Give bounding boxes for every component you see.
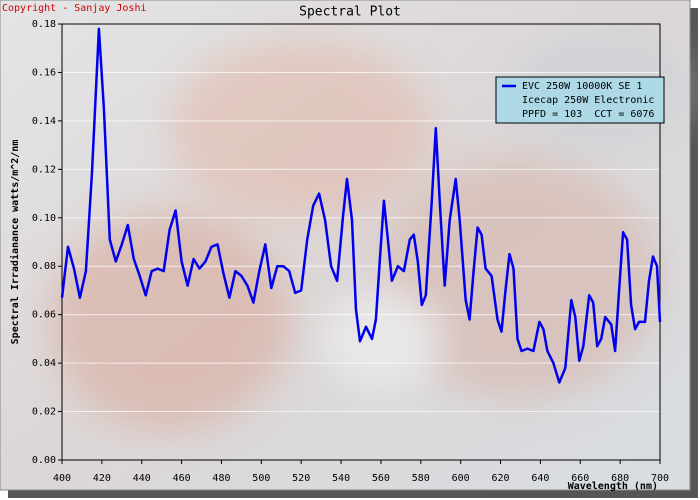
x-tick-label: 580 <box>412 473 430 484</box>
x-tick-label: 480 <box>212 473 230 484</box>
data-line <box>60 27 662 384</box>
x-tick-label: 540 <box>332 473 350 484</box>
x-tick-label: 640 <box>531 473 549 484</box>
y-tick-label: 0.16 <box>32 67 56 78</box>
plot-border <box>61 23 661 461</box>
y-axis-label: Spectral Irradianance watts/m^2/nm <box>9 140 21 345</box>
y-tick-label: 0.06 <box>32 310 56 321</box>
y-tick-label: 0.08 <box>32 261 56 272</box>
x-tick-label: 420 <box>93 473 111 484</box>
x-tick-label: 520 <box>292 473 310 484</box>
legend-label: EVC 250W 10000K SE 1 <box>522 81 642 92</box>
y-tick-label: 0.12 <box>32 164 56 175</box>
copyright: Copyright - Sanjay Joshi <box>2 3 147 14</box>
x-tick-label: 460 <box>173 473 191 484</box>
x-tick-label: 440 <box>133 473 151 484</box>
x-tick-label: 620 <box>492 473 510 484</box>
y-tick-label: 0.10 <box>32 213 56 224</box>
y-tick-label: 0.02 <box>32 407 56 418</box>
x-tick-label: 400 <box>53 473 71 484</box>
x-tick-label: 660 <box>571 473 589 484</box>
x-tick-label: 560 <box>372 473 390 484</box>
x-tick-label: 600 <box>452 473 470 484</box>
legend-note: PPFD = 103 CCT = 6076 <box>522 109 654 120</box>
x-tick-label: 500 <box>252 473 270 484</box>
y-tick-label: 0.14 <box>32 116 56 127</box>
y-tick-label: 0.04 <box>32 358 56 369</box>
legend-note: Icecap 250W Electronic <box>522 95 654 106</box>
y-tick-label: 0.18 <box>32 19 56 30</box>
x-tick-label: 680 <box>611 473 629 484</box>
x-axis-label: Wavelength (nm) <box>568 481 658 492</box>
legend-box <box>495 76 665 124</box>
x-tick-label: 700 <box>651 473 669 484</box>
chart-title: Spectral Plot <box>299 5 401 20</box>
y-tick-label: 0.00 <box>32 455 56 466</box>
